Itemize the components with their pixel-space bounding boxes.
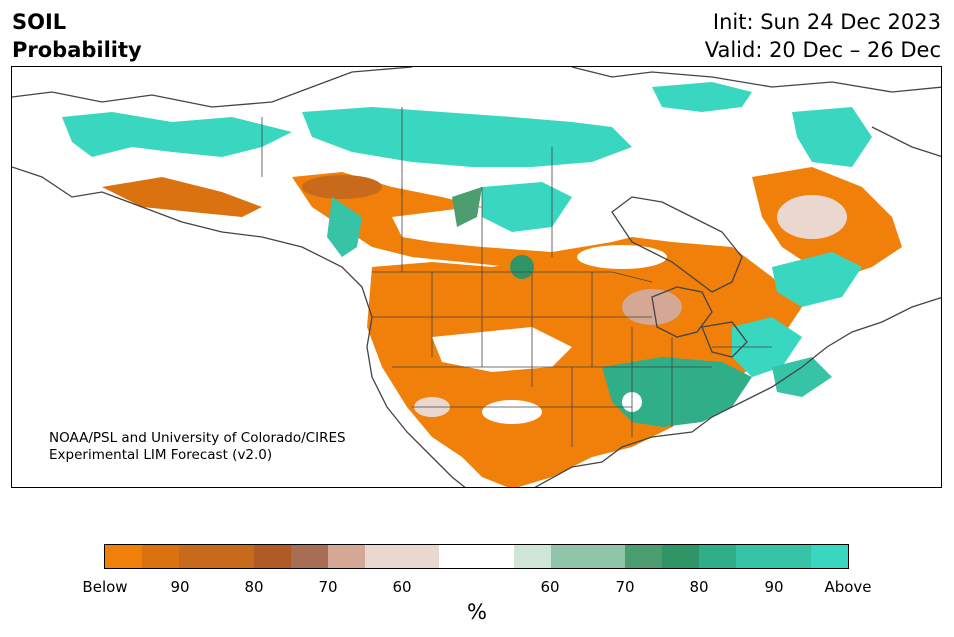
legend-unit: % bbox=[467, 600, 487, 624]
colorbar-segment bbox=[810, 545, 848, 568]
map-canvas bbox=[12, 67, 941, 487]
colorbar-segment bbox=[290, 545, 328, 568]
coastlines bbox=[12, 67, 941, 487]
colorbar-segment bbox=[105, 545, 143, 568]
neutral-bands bbox=[302, 175, 847, 417]
legend-tick-label: 70 bbox=[615, 578, 635, 596]
map-title: SOIL Probability bbox=[12, 8, 142, 64]
borders bbox=[261, 107, 772, 447]
colorbar-segment bbox=[365, 545, 440, 568]
forecast-map bbox=[11, 66, 942, 488]
colorbar-segment bbox=[327, 545, 365, 568]
legend-tick-label: 60 bbox=[392, 578, 412, 596]
colorbar-segment bbox=[550, 545, 626, 568]
legend-tick-label: Below bbox=[82, 578, 128, 596]
legend-tick-label: 80 bbox=[689, 578, 709, 596]
legend-tick-label: 90 bbox=[170, 578, 190, 596]
init-date: Init: Sun 24 Dec 2023 bbox=[712, 10, 941, 34]
above-regions bbox=[62, 82, 872, 427]
colorbar-segment bbox=[179, 545, 254, 568]
date-info: Init: Sun 24 Dec 2023 Valid: 20 Dec – 26… bbox=[705, 8, 941, 64]
credit-line-2: Experimental LIM Forecast (v2.0) bbox=[49, 447, 273, 463]
credit-line-1: NOAA/PSL and University of Colorado/CIRE… bbox=[49, 430, 346, 446]
title-line-1: SOIL bbox=[12, 10, 67, 34]
title-line-2: Probability bbox=[12, 38, 142, 62]
valid-range: Valid: 20 Dec – 26 Dec bbox=[704, 38, 941, 62]
legend-colorbar bbox=[104, 544, 849, 569]
credit-text: NOAA/PSL and University of Colorado/CIRE… bbox=[49, 430, 346, 464]
colorbar-segment bbox=[513, 545, 551, 568]
legend-tick-label: 60 bbox=[540, 578, 560, 596]
colorbar-segment bbox=[142, 545, 180, 568]
colorbar-segment bbox=[439, 545, 514, 568]
legend-tick-label: 80 bbox=[244, 578, 264, 596]
legend-tick-label: 90 bbox=[764, 578, 784, 596]
legend-tick-label: Above bbox=[824, 578, 872, 596]
colorbar-segment bbox=[625, 545, 663, 568]
colorbar-segment bbox=[736, 545, 811, 568]
colorbar-segment bbox=[253, 545, 291, 568]
colorbar-segment bbox=[699, 545, 737, 568]
colorbar-segment bbox=[662, 545, 700, 568]
legend-tick-label: 70 bbox=[318, 578, 338, 596]
